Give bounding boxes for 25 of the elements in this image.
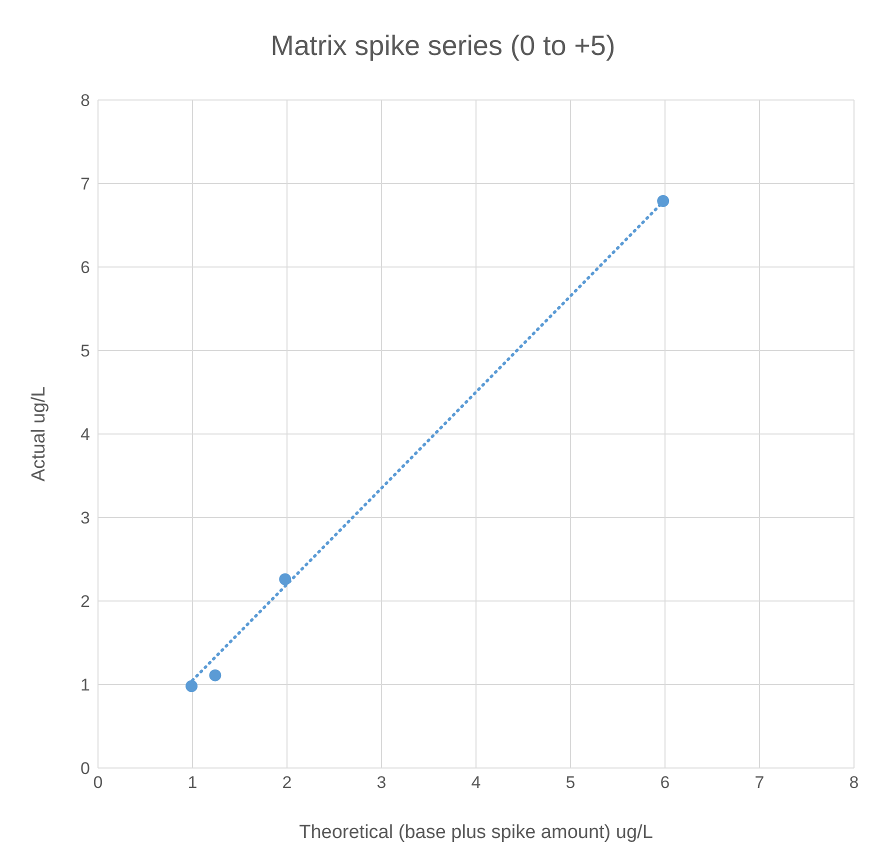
x-tick-label: 1 bbox=[188, 773, 198, 792]
y-tick-label: 1 bbox=[80, 676, 90, 695]
point bbox=[657, 195, 670, 208]
y-tick-label: 5 bbox=[80, 342, 90, 361]
x-tick-label: 3 bbox=[376, 773, 386, 792]
x-tick-label: 8 bbox=[849, 773, 859, 792]
x-tick-label: 6 bbox=[660, 773, 670, 792]
x-tick-label: 0 bbox=[93, 773, 103, 792]
x-tick-label: 5 bbox=[566, 773, 576, 792]
x-tick-label: 7 bbox=[754, 773, 764, 792]
y-tick-label: 6 bbox=[80, 258, 90, 278]
point bbox=[279, 573, 292, 586]
y-tick-label: 2 bbox=[80, 592, 90, 612]
x-axis-title: Theoretical (base plus spike amount) ug/L bbox=[299, 822, 653, 843]
y-tick-label: 4 bbox=[80, 425, 90, 444]
point bbox=[186, 680, 198, 692]
x-tick-label: 2 bbox=[282, 773, 292, 792]
y-tick-label: 0 bbox=[80, 759, 90, 778]
y-tick-label: 7 bbox=[80, 174, 90, 194]
y-tick-label: 8 bbox=[80, 91, 90, 110]
chart-title: Matrix spike series (0 to +5) bbox=[270, 29, 616, 63]
y-axis-title: Actual ug/L bbox=[28, 386, 50, 482]
x-tick-label: 4 bbox=[471, 773, 481, 792]
point bbox=[209, 669, 222, 682]
y-tick-label: 3 bbox=[80, 508, 90, 528]
